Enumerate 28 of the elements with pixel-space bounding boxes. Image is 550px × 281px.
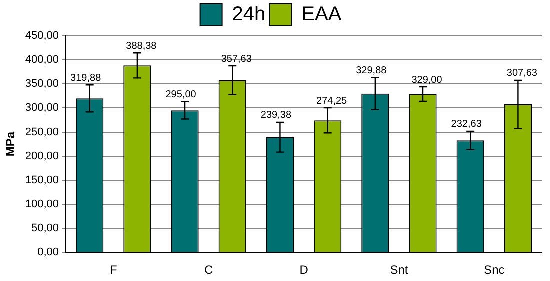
y-axis-title: MPa — [4, 132, 18, 157]
x-tick-label: C — [204, 263, 214, 278]
legend-label: 24h — [232, 4, 266, 26]
x-tick-label: D — [300, 263, 309, 278]
y-tick-label: 0,00 — [38, 246, 60, 259]
y-tick-label: 450,00 — [25, 30, 60, 42]
data-label: 388,38 — [126, 40, 158, 52]
legend-label: EAA — [302, 4, 342, 26]
data-label: 329,88 — [356, 66, 388, 77]
y-tick-label: 350,00 — [25, 78, 60, 90]
x-tick-label: Snc — [484, 263, 505, 278]
data-label: 329,00 — [412, 74, 443, 86]
data-label: 319,88 — [70, 72, 102, 84]
y-tick-label: 400,00 — [25, 54, 60, 66]
x-tick-label: F — [110, 263, 118, 278]
data-label: 295,00 — [166, 90, 197, 101]
y-tick-label: 250,00 — [25, 126, 60, 138]
data-label: 239,38 — [260, 110, 292, 122]
data-label: 357,63 — [221, 54, 252, 65]
x-tick-label: Snt — [390, 263, 409, 278]
data-label: 307,63 — [506, 68, 538, 80]
y-tick-label: 200,00 — [25, 150, 60, 162]
y-tick-label: 50,00 — [32, 222, 60, 235]
data-label: 274,25 — [316, 96, 348, 107]
data-label: 232,63 — [451, 119, 482, 130]
y-tick-label: 150,00 — [25, 174, 60, 186]
y-tick-label: 100,00 — [25, 198, 60, 210]
y-tick-label: 300,00 — [25, 102, 60, 114]
